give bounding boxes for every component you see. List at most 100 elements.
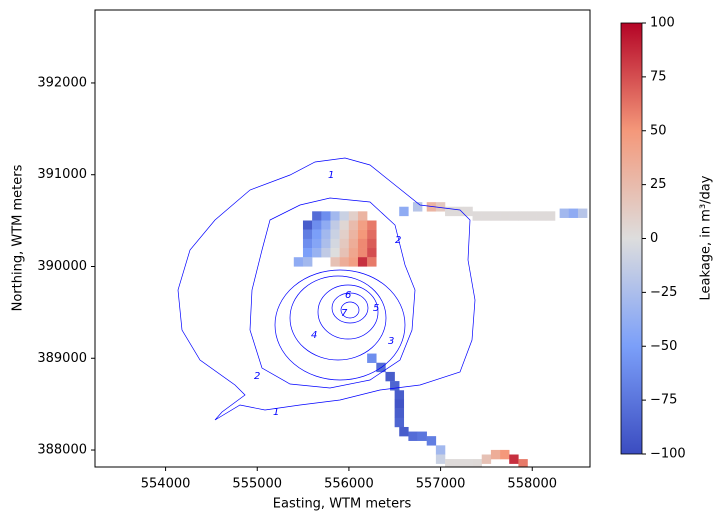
y-tick-label: 391000 — [37, 167, 87, 182]
x-tick-label: 555000 — [232, 477, 282, 492]
y-axis-label: Northing, WTM meters — [11, 164, 26, 311]
colorbar-tick-label: 100 — [650, 16, 675, 31]
cell — [435, 445, 446, 455]
cell — [367, 238, 377, 249]
cell — [367, 248, 377, 258]
colorbar-tick-label: 75 — [650, 69, 667, 84]
cell — [545, 211, 556, 221]
colorbar-tick-label: −75 — [650, 393, 677, 408]
raster — [293, 202, 588, 467]
x-axis-label: Easting, WTM meters — [273, 497, 412, 512]
colorbar-tick-label: −100 — [650, 447, 686, 462]
cell — [435, 454, 446, 464]
contour-label: 1 — [328, 170, 334, 181]
x-tick-label: 556000 — [324, 477, 374, 492]
y-tick-label: 392000 — [37, 75, 87, 90]
cell — [302, 229, 313, 240]
cell — [302, 257, 313, 267]
cell — [509, 211, 519, 221]
cell — [412, 202, 423, 212]
contour-labels: 1 1 2 2 3 4 5 6 7 — [254, 170, 401, 418]
cell — [312, 238, 322, 249]
cell — [330, 229, 340, 240]
cell — [321, 238, 331, 249]
contours — [177, 157, 476, 421]
cell — [445, 459, 455, 467]
colorbar-tick-label: 25 — [650, 177, 667, 192]
contour-line — [274, 269, 406, 381]
cell — [339, 248, 350, 258]
cell — [390, 381, 400, 391]
cell — [490, 211, 501, 221]
cell — [330, 238, 340, 249]
cell — [367, 220, 377, 230]
cell — [408, 431, 418, 441]
cell — [399, 426, 409, 437]
contour-label: 5 — [373, 303, 379, 314]
cell — [357, 248, 368, 258]
cell — [445, 206, 455, 217]
y-tick-label: 389000 — [37, 351, 87, 366]
cell — [394, 417, 405, 428]
cell — [302, 220, 313, 230]
cell — [321, 229, 331, 240]
cell — [348, 257, 359, 267]
contour-label: 2 — [254, 371, 260, 382]
contour-label: 7 — [341, 308, 348, 319]
cell — [481, 211, 492, 221]
cell — [481, 454, 492, 464]
cell — [321, 211, 331, 221]
x-tick-label: 557000 — [416, 477, 466, 492]
cell — [321, 248, 331, 258]
cell — [394, 408, 405, 419]
contour-label: 4 — [311, 330, 317, 341]
cell — [399, 206, 409, 217]
cell — [348, 229, 359, 240]
contour-label: 2 — [395, 235, 401, 246]
cell — [330, 257, 340, 267]
colorbar-label: Leakage, in m³/day — [699, 175, 714, 300]
contour-line — [340, 301, 360, 319]
y-tick-label: 388000 — [37, 443, 87, 458]
cell — [302, 238, 313, 249]
cell — [426, 436, 437, 446]
x-tick-label: 558000 — [507, 477, 557, 492]
cell — [357, 229, 368, 240]
cell — [394, 390, 405, 400]
cell — [472, 459, 482, 467]
cell — [435, 202, 446, 212]
cell — [518, 211, 528, 221]
cell — [312, 229, 322, 240]
cell — [339, 229, 350, 240]
cell — [472, 211, 482, 221]
cell — [339, 238, 350, 249]
contour-line — [177, 157, 476, 421]
cell — [518, 459, 528, 467]
cell — [357, 220, 368, 230]
cell — [357, 211, 368, 221]
cell — [463, 459, 473, 467]
colorbar-tick-label: 0 — [650, 231, 658, 246]
contour-line — [331, 292, 369, 324]
cell — [500, 211, 510, 221]
cell — [426, 202, 437, 212]
cell — [417, 431, 427, 441]
colorbar-tick-label: 50 — [650, 123, 667, 138]
cell — [348, 211, 359, 221]
cell — [312, 220, 322, 230]
cell — [330, 248, 340, 258]
colorbar-tick-label: −50 — [650, 339, 677, 354]
cell — [367, 257, 377, 267]
x-tick-label: 554000 — [141, 477, 191, 492]
cell — [330, 220, 340, 230]
cell — [357, 238, 368, 249]
cell — [293, 257, 304, 267]
cell — [559, 208, 570, 218]
cell — [463, 206, 473, 217]
cell — [312, 248, 322, 258]
cell — [302, 248, 313, 258]
cell — [454, 459, 464, 467]
cell — [339, 211, 350, 221]
contour-line — [317, 284, 379, 340]
